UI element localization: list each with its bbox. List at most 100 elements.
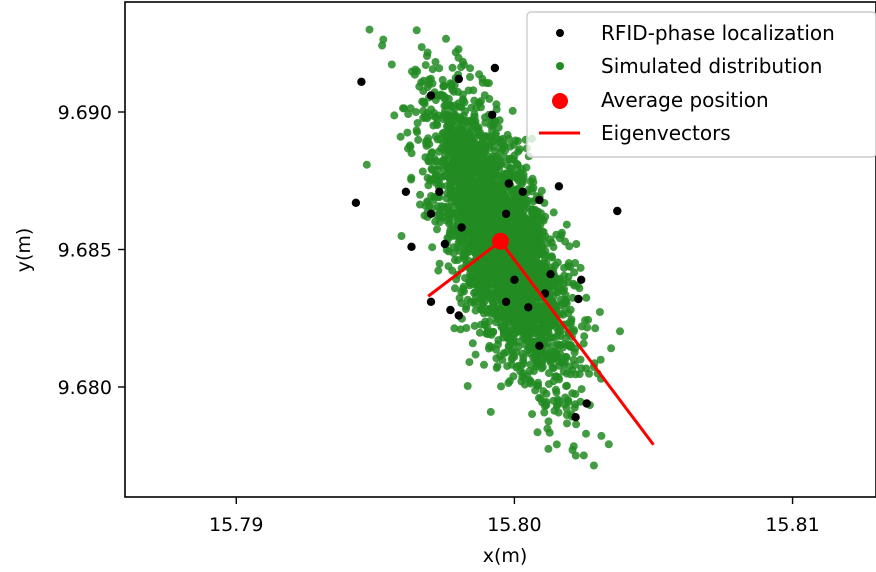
simulated-point [483, 323, 492, 332]
rfid-point [435, 187, 444, 196]
simulated-point [479, 141, 488, 150]
simulated-point [466, 64, 475, 73]
rfid-point [454, 74, 463, 84]
x-axis-ticks: 15.79 15.80 15.81 [209, 497, 820, 536]
simulated-point [535, 236, 543, 245]
simulated-point [436, 213, 445, 222]
simulated-point [463, 382, 472, 390]
average-position-marker [492, 232, 509, 250]
simulated-point [503, 130, 512, 139]
simulated-point [552, 388, 561, 397]
rfid-point [457, 223, 466, 232]
simulated-point [542, 401, 551, 410]
simulated-point [529, 367, 538, 376]
simulated-point [475, 70, 484, 79]
simulated-point [526, 290, 535, 299]
simulated-point [462, 324, 471, 332]
rfid-point [535, 195, 544, 205]
simulated-point [537, 250, 546, 259]
simulated-point [455, 164, 464, 173]
simulated-point [403, 128, 412, 137]
rfid-point [554, 182, 564, 191]
simulated-point [459, 284, 467, 293]
rfid-point [613, 206, 622, 216]
simulated-point [465, 216, 474, 225]
simulated-point [494, 340, 502, 349]
simulated-point [549, 208, 558, 217]
x-axis-label: x(m) [483, 545, 528, 567]
simulated-point [492, 363, 501, 372]
simulated-point [515, 145, 524, 154]
rfid-point [426, 209, 436, 218]
simulated-point [577, 385, 586, 394]
simulated-point [524, 196, 533, 205]
simulated-point [526, 245, 535, 254]
simulated-point [508, 106, 517, 115]
simulated-point [520, 216, 529, 224]
simulated-point [431, 58, 440, 66]
simulated-point [412, 26, 421, 35]
simulated-point [405, 141, 414, 150]
simulated-point [477, 320, 485, 329]
simulated-point [570, 281, 579, 290]
simulated-point [486, 203, 495, 212]
simulated-point [468, 279, 477, 288]
simulated-point [581, 316, 590, 325]
simulated-point [544, 417, 553, 426]
simulated-point [499, 333, 507, 342]
simulated-point [518, 247, 527, 256]
rfid-point [582, 399, 591, 408]
simulated-point [512, 173, 521, 182]
simulated-point [445, 207, 454, 216]
simulated-point [529, 353, 538, 362]
simulated-point [542, 389, 551, 398]
simulated-point [562, 382, 571, 391]
simulated-point [534, 378, 542, 387]
simulated-point [422, 139, 431, 148]
simulated-point [463, 295, 472, 304]
simulated-point [567, 317, 576, 326]
simulated-point [582, 429, 590, 438]
simulated-point [517, 361, 526, 370]
simulated-point [470, 110, 479, 119]
simulated-point [461, 305, 470, 314]
simulated-point [457, 214, 466, 223]
simulated-point [497, 382, 505, 391]
average-position-layer [492, 232, 509, 250]
simulated-point [490, 262, 499, 271]
simulated-point [485, 156, 494, 165]
simulated-point [546, 358, 555, 367]
legend-label-simulated: Simulated distribution [601, 54, 822, 78]
legend-label-eigenvectors: Eigenvectors [601, 121, 731, 145]
simulated-point [396, 132, 405, 141]
simulated-point [414, 135, 423, 144]
simulated-point [480, 231, 489, 240]
simulated-point [607, 344, 616, 353]
simulated-point [523, 346, 532, 355]
rfid-point [490, 63, 500, 73]
simulated-point [507, 263, 516, 272]
simulated-point [514, 326, 523, 335]
simulated-point [475, 149, 484, 158]
simulated-point [399, 104, 407, 113]
rfid-point [357, 77, 366, 87]
legend: RFID-phase localization Simulated distri… [526, 11, 876, 158]
simulated-point [561, 305, 570, 314]
simulated-point [471, 350, 480, 359]
simulated-point [548, 253, 557, 262]
simulated-point [589, 461, 598, 470]
simulated-point [535, 393, 543, 402]
simulated-point [421, 61, 430, 70]
y-tick-label: 9.680 [58, 377, 112, 399]
simulated-point [494, 123, 503, 132]
rfid-point [488, 110, 497, 120]
eigenvector-layer [427, 240, 655, 446]
simulated-point [467, 103, 476, 112]
simulated-point [476, 208, 485, 216]
simulated-point [496, 352, 505, 361]
legend-marker-simulated [556, 62, 564, 70]
rfid-point [501, 209, 511, 218]
simulated-point [419, 87, 428, 95]
simulated-point [434, 266, 443, 275]
